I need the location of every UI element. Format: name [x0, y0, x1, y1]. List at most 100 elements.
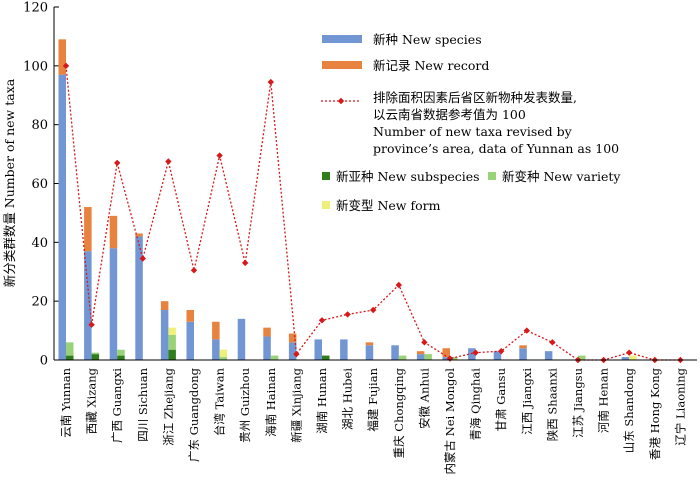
bar-new-variety	[578, 355, 586, 360]
bar-new-species	[365, 345, 374, 360]
x-category-label: 香港 Hong Kong	[648, 367, 662, 460]
x-category-label: 江西 Jiangxi	[520, 368, 534, 435]
bar-new-species	[58, 74, 66, 361]
x-category-label: 陕西 Shaanxi	[545, 368, 559, 442]
x-category-label: 湖南 Hunan	[315, 367, 329, 433]
x-category-label: 内蒙古 Nei Mongol	[443, 368, 457, 475]
y-tick-label: 60	[31, 177, 48, 192]
bar-new-variety	[219, 357, 228, 360]
bar-new-record	[416, 351, 425, 355]
x-category-label: 海南 Hainan	[264, 367, 278, 436]
legend-label-line: Number of new taxa revised by	[373, 124, 573, 139]
bar-new-subspecies	[117, 355, 125, 360]
x-category-label: 江苏 Jiangsu	[571, 368, 585, 438]
x-axis-categories: 云南 Yunnan 西藏 Xizang 广西 Guangxi 四川 Sichuan 浙江…	[59, 367, 687, 474]
legend-swatch-new-record	[322, 61, 362, 69]
legend-swatch-new-subspecies	[322, 172, 330, 180]
legend-label-new-subspecies: 新亚种 New subspecies	[336, 169, 480, 184]
revised-line-point	[242, 259, 249, 267]
revised-line-point	[626, 349, 633, 356]
bar-new-variety	[168, 334, 176, 350]
axes	[53, 7, 697, 361]
x-category-label: 浙江 Zhejiang	[161, 367, 175, 445]
legend-label-new-form: 新变型 New form	[336, 198, 441, 213]
revised-line-point	[293, 350, 300, 358]
y-tick-label: 100	[23, 59, 48, 74]
x-category-label: 广东 Guangdong	[187, 367, 201, 462]
x-category-label: 山东 Shandong	[622, 367, 636, 453]
bar-new-record	[263, 327, 271, 337]
x-category-label: 湖北 Hubei	[341, 368, 355, 430]
legend-label-line: 以云南省数据参考值为 100	[373, 107, 526, 122]
x-category-label: 云南 Yunnan	[59, 367, 73, 437]
revised-line-point	[318, 317, 326, 324]
bar-new-species	[442, 357, 450, 360]
legend: 新种 New species 新记录 New record 排除面积因素后省区新物种…	[321, 32, 621, 213]
x-category-label: 贵州 Guizhou	[238, 368, 252, 443]
x-category-label: 广西 Guangxi	[110, 368, 124, 443]
bar-new-record	[84, 207, 92, 252]
bar-new-species	[314, 339, 322, 360]
revised-line-point	[216, 152, 223, 159]
legend-swatch-line-marker	[337, 97, 345, 105]
x-category-label: 四川 Sichuan	[136, 367, 150, 441]
x-category-label: 甘肃 Gansu	[494, 368, 508, 431]
x-category-label: 河南 Henan	[597, 367, 611, 433]
y-axis-label: 新分类群数量 Number of new taxa	[2, 78, 17, 287]
legend-label-new-variety: 新变种 New variety	[502, 169, 621, 184]
bar-new-record	[212, 321, 220, 340]
bar-new-species	[416, 354, 425, 360]
bar-new-species	[212, 339, 220, 360]
bar-new-record	[519, 345, 527, 349]
revised-line-point	[88, 321, 95, 328]
x-category-label: 青海 Qinghai	[469, 368, 483, 441]
x-category-label: 辽宁 Liaoning	[673, 367, 687, 445]
legend-swatch-new-variety	[488, 172, 496, 180]
revised-line-point	[472, 349, 479, 356]
bar-new-species	[621, 357, 630, 360]
x-category-label: 西藏 Xizang	[85, 367, 99, 434]
bar-new-species	[84, 251, 92, 360]
revised-line-point	[523, 327, 530, 334]
bar-new-record	[109, 215, 118, 249]
bar-new-form	[219, 349, 228, 358]
bar-new-species	[544, 351, 553, 360]
revised-line-point	[267, 78, 274, 86]
bar-new-species	[109, 248, 118, 360]
bar-new-species	[493, 351, 502, 360]
x-category-label: 福建 Fujian	[366, 367, 380, 431]
bar-new-record	[186, 309, 194, 322]
x-category-label: 台湾 Taiwan	[213, 367, 227, 436]
revised-line-point	[190, 267, 198, 274]
revised-line	[62, 62, 684, 364]
bar-new-species	[263, 336, 271, 360]
bar-new-subspecies	[91, 354, 100, 360]
revised-line-point	[370, 306, 377, 314]
bar-new-species	[160, 309, 169, 360]
bar-new-variety	[66, 342, 74, 356]
bar-new-variety	[450, 357, 458, 360]
bar-new-species	[135, 236, 143, 360]
revised-line-point	[139, 255, 146, 262]
y-tick-label: 80	[31, 118, 48, 133]
bar-new-variety	[91, 352, 100, 355]
bar-new-species	[340, 339, 348, 360]
revised-line-point	[62, 62, 70, 70]
bar-new-subspecies	[66, 355, 74, 360]
legend-label-line: province’s area, data of Yunnan as 100	[373, 141, 619, 156]
legend-label-new-record: 新记录 New record	[373, 58, 489, 73]
revised-line-point	[165, 158, 172, 165]
x-category-label: 安徽 Anhui	[417, 368, 431, 429]
bar-new-species	[391, 345, 399, 360]
legend-swatch-new-form	[322, 201, 330, 209]
bar-new-record	[135, 233, 143, 237]
y-tick-label: 0	[40, 354, 48, 369]
legend-swatch-new-species	[322, 35, 362, 43]
x-category-label: 新疆 Xinjiang	[289, 367, 303, 442]
legend-label-new-species: 新种 New species	[373, 32, 482, 47]
bar-new-variety	[117, 349, 125, 356]
x-category-label: 重庆 Chongqing	[392, 367, 406, 458]
bar-new-form	[168, 327, 176, 335]
bar-new-species	[288, 342, 297, 360]
